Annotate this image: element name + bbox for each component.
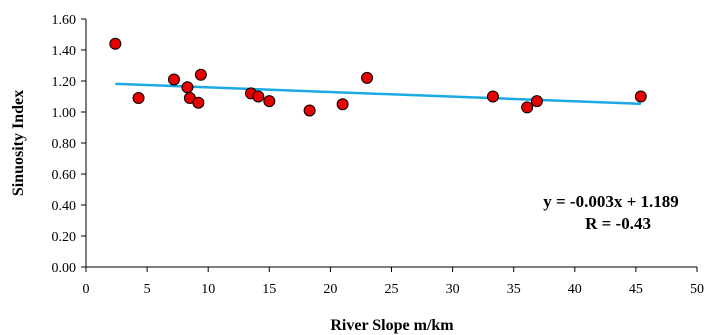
x-tick-label: 10 — [201, 282, 215, 297]
x-tick-label: 0 — [83, 282, 90, 297]
x-tick-label: 40 — [568, 282, 582, 297]
correlation-value: R = -0.43 — [585, 214, 651, 233]
data-point — [336, 98, 349, 111]
x-tick-label: 35 — [507, 282, 521, 297]
y-tick-label: 0.80 — [52, 137, 77, 152]
y-tick-label: 1.20 — [52, 75, 77, 90]
y-axis: 0.00 0.20 0.40 0.60 0.80 1.00 1.20 1.40 1.60 — [52, 13, 86, 276]
x-tick-label: 50 — [690, 282, 704, 297]
x-axis-title: River Slope m/km — [330, 317, 454, 334]
x-axis: 0 5 10 15 20 25 30 35 40 45 50 — [83, 267, 704, 297]
data-points — [109, 37, 647, 117]
y-tick-label: 1.40 — [52, 44, 77, 59]
data-point — [192, 96, 205, 109]
x-tick-label: 20 — [323, 282, 337, 297]
y-axis-title: Sinuosity Index — [10, 90, 27, 196]
trendline — [115, 82, 641, 106]
data-point — [181, 81, 194, 94]
data-point — [634, 90, 647, 103]
y-tick-label: 0.00 — [52, 261, 77, 276]
regression-equation: y = -0.003x + 1.189 — [543, 192, 679, 211]
data-point — [530, 95, 543, 108]
data-point — [132, 92, 145, 105]
data-point — [486, 90, 499, 103]
data-point — [303, 104, 316, 117]
data-point — [167, 73, 180, 86]
x-tick-label: 45 — [629, 282, 643, 297]
y-tick-label: 0.40 — [52, 199, 77, 214]
x-tick-label: 25 — [385, 282, 399, 297]
data-point — [194, 68, 207, 81]
data-point — [109, 37, 122, 50]
x-tick-label: 15 — [262, 282, 276, 297]
y-tick-label: 1.00 — [52, 106, 77, 121]
data-point — [521, 101, 534, 114]
x-tick-label: 30 — [446, 282, 460, 297]
data-point — [361, 71, 374, 84]
y-tick-label: 0.60 — [52, 168, 77, 183]
data-point — [252, 90, 265, 103]
x-tick-label: 5 — [144, 282, 151, 297]
y-tick-label: 1.60 — [52, 13, 77, 28]
data-point — [263, 95, 276, 108]
y-tick-label: 0.20 — [52, 230, 77, 245]
